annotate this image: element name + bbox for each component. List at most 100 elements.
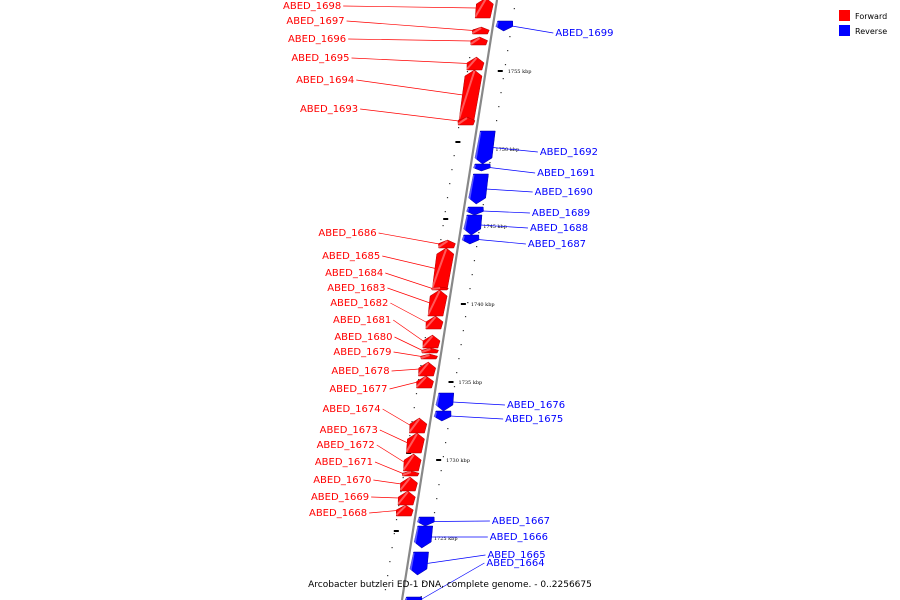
minor-tick-dot: [460, 344, 462, 346]
gene-leader-line: [391, 368, 420, 372]
legend-label: Forward: [855, 12, 887, 21]
gene-leader-line: [351, 57, 468, 64]
gene-label: ABED_1674: [322, 404, 380, 415]
gene-label-layer: ABED_1698 ABED_1697 ABED_1696 ABED_1695 ABED…: [283, 1, 613, 600]
minor-tick-dot: [464, 316, 467, 318]
gene-label: ABED_1688: [530, 223, 588, 234]
minor-tick-dot: [438, 484, 440, 486]
gene-leader-line: [356, 79, 464, 96]
gene-leader-line: [346, 20, 474, 31]
gene-leader-line: [389, 381, 418, 390]
gene-arrow[interactable]: [461, 234, 480, 245]
minor-tick-dot: [513, 8, 515, 10]
gene-label: ABED_1678: [331, 366, 389, 377]
tick-label: 1730 kbp: [446, 458, 470, 464]
gene-leader-line: [486, 188, 533, 193]
gene-label: ABED_1684: [325, 268, 383, 279]
gene-arrow-highlight: [474, 0, 487, 18]
gene-label: ABED_1672: [317, 440, 375, 451]
gene-arrow-highlight: [402, 454, 415, 471]
gene-label: ABED_1671: [315, 457, 373, 468]
genome-title: Arcobacter butzleri ED-1 DNA, complete g…: [308, 580, 592, 590]
minor-tick-dot: [471, 274, 473, 276]
legend-swatch: [839, 25, 850, 36]
minor-tick-dot: [402, 477, 404, 479]
gene-label: ABED_1680: [334, 332, 392, 343]
tick-label: 1735 kbp: [459, 380, 483, 386]
gene-arrow[interactable]: [425, 315, 444, 330]
minor-tick-dot: [415, 393, 418, 395]
gene-arrow[interactable]: [435, 392, 455, 412]
gene-label: ABED_1685: [322, 251, 380, 262]
gene-leader-line: [378, 232, 440, 245]
minor-tick-dot: [400, 491, 402, 493]
gene-arrow[interactable]: [466, 206, 484, 216]
gene-arrow[interactable]: [417, 516, 435, 527]
gene-arrow-highlight: [434, 393, 440, 411]
gene-arrow[interactable]: [474, 0, 494, 19]
gene-leader-line: [385, 272, 433, 289]
backbone-layer: [400, 0, 499, 600]
gene-arrow[interactable]: [433, 410, 452, 422]
minor-tick-dot: [478, 232, 480, 234]
gene-arrow-highlight: [415, 376, 427, 388]
gene-leader-line: [376, 444, 405, 463]
gene-label: ABED_1690: [535, 187, 593, 198]
gene-arrow-highlight: [421, 348, 431, 353]
gene-arrow-highlight: [395, 505, 407, 516]
gene-arrow[interactable]: [406, 432, 425, 454]
gene-arrow[interactable]: [420, 353, 438, 360]
minor-tick-dot: [498, 106, 500, 108]
minor-tick-dot: [387, 575, 389, 577]
gene-arrow[interactable]: [471, 26, 490, 35]
gene-arrow-highlight: [416, 517, 421, 526]
gene-leader-line: [390, 302, 428, 323]
gene-arrow-highlight: [425, 316, 437, 329]
gene-label: ABED_1689: [532, 208, 590, 219]
minor-tick-dot: [504, 64, 507, 66]
gene-arrow[interactable]: [416, 375, 434, 389]
gene-arrow[interactable]: [409, 551, 429, 576]
tick-label: 1740 kbp: [471, 302, 495, 308]
minor-tick-dot: [389, 561, 391, 563]
minor-tick-dot: [451, 169, 453, 171]
minor-tick-dot: [473, 260, 476, 262]
gene-arrow-highlight: [433, 411, 437, 421]
gene-arrow[interactable]: [473, 163, 491, 172]
gene-leader-line: [373, 479, 402, 485]
minor-tick-dot: [420, 596, 422, 598]
minor-tick-dot: [509, 36, 511, 38]
gene-arrow[interactable]: [463, 214, 483, 236]
gene-arrow[interactable]: [421, 347, 439, 354]
gene-label: ABED_1682: [330, 298, 388, 309]
gene-label: ABED_1681: [333, 315, 391, 326]
minor-tick-dot: [453, 386, 456, 388]
gene-arrow[interactable]: [401, 470, 420, 477]
gene-label: ABED_1686: [318, 228, 376, 239]
gene-leader-line: [480, 224, 528, 229]
gene-label: ABED_1683: [327, 283, 385, 294]
minor-tick-dot: [411, 421, 413, 423]
gene-arrow[interactable]: [413, 525, 433, 549]
gene-arrow-highlight: [399, 477, 411, 491]
gene-arrow-highlight: [413, 526, 419, 548]
tick-label: 1725 kbp: [434, 536, 458, 542]
gene-arrow[interactable]: [474, 130, 496, 165]
legend-swatch: [839, 10, 850, 21]
gene-arrow[interactable]: [470, 36, 488, 46]
gene-label: ABED_1695: [291, 53, 349, 64]
gene-arrow[interactable]: [404, 596, 423, 600]
gene-arrow-highlight: [420, 354, 430, 359]
minor-tick-dot: [469, 57, 471, 59]
gene-arrow[interactable]: [495, 20, 514, 32]
gene-arrow[interactable]: [468, 173, 489, 205]
gene-arrow[interactable]: [457, 116, 476, 126]
gene-leader-line: [371, 496, 400, 499]
gene-label: ABED_1687: [528, 239, 586, 250]
gene-label: ABED_1699: [555, 28, 613, 39]
legend: Forward Reverse: [839, 10, 887, 36]
gene-arrow[interactable]: [396, 504, 414, 517]
gene-leader-line: [393, 351, 422, 357]
gene-leader-line: [360, 108, 459, 122]
gene-leader-line: [379, 429, 409, 444]
